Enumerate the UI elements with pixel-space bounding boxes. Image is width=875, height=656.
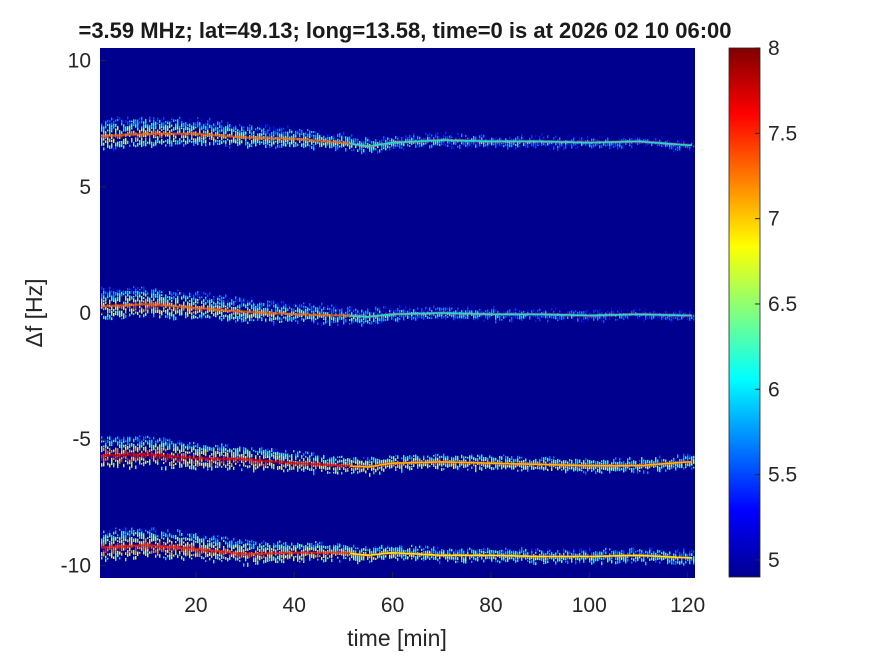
trace-3 [100, 527, 695, 567]
trace-0 [100, 116, 695, 156]
y-tick-label: -10 [61, 554, 91, 577]
colorbar-tick-label: 6.5 [768, 293, 797, 316]
trace-3-tail [349, 551, 692, 559]
colorbar-ticks: 8 7.5 7 6.5 6 5.5 5 [755, 37, 797, 572]
trace-2-tail [349, 461, 692, 468]
colorbar-tick-label: 8 [768, 37, 780, 60]
x-tick-label: 80 [479, 594, 502, 617]
trace-0-tail [349, 139, 692, 148]
y-tick-label: 5 [79, 176, 91, 199]
x-axis-ticks: 20 40 60 80 100 120 [184, 572, 705, 617]
colorbar-tick-label: 5 [768, 549, 780, 572]
x-axis-label: time [min] [347, 625, 447, 651]
y-axis-ticks: 10 5 0 -5 -10 [61, 50, 106, 577]
x-tick-label: 40 [283, 594, 306, 617]
colorbar [728, 47, 761, 578]
colorbar-tick-label: 6 [768, 378, 780, 401]
y-tick-label: 0 [79, 302, 91, 325]
x-tick-label: 100 [572, 594, 607, 617]
x-tick-label: 60 [381, 594, 404, 617]
y-tick-label: 10 [68, 50, 91, 73]
trace-1-tail [349, 312, 692, 318]
colorbar-tick-label: 5.5 [768, 464, 797, 487]
x-tick-label: 120 [670, 594, 705, 617]
colorbar-tick-label: 7.5 [768, 122, 797, 145]
x-tick-label: 20 [184, 594, 207, 617]
chart-title: =3.59 MHz; lat=49.13; long=13.58, time=0… [78, 18, 731, 43]
signal-traces [100, 116, 695, 567]
trace-2 [100, 434, 695, 477]
trace-1 [100, 286, 695, 327]
y-tick-label: -5 [72, 428, 91, 451]
y-axis-label: Δf [Hz] [21, 278, 47, 347]
colorbar-tick-label: 7 [768, 208, 780, 231]
